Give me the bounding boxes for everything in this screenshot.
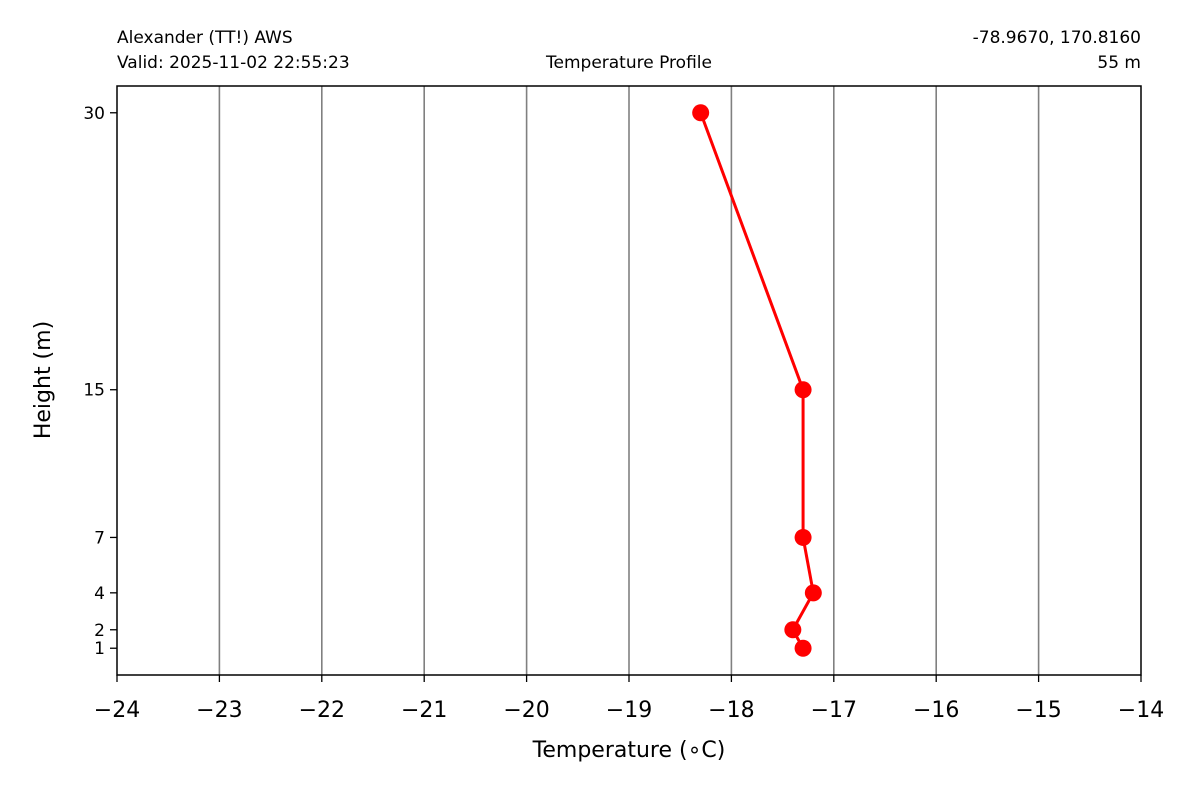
valid-time: Valid: 2025-11-02 22:55:23 [117, 53, 350, 73]
data-point [784, 621, 802, 639]
x-tick-label: −20 [503, 698, 549, 723]
y-tick-label: 1 [94, 639, 105, 659]
data-point [794, 528, 812, 546]
x-tick-label: −24 [94, 698, 140, 723]
y-axis-label: Height (m) [31, 321, 56, 439]
data-point [692, 104, 710, 122]
station-name: Alexander (TT!) AWS [117, 28, 293, 48]
x-tick-label: −15 [1015, 698, 1061, 723]
data-point [804, 584, 822, 602]
y-tick-label: 30 [83, 104, 105, 124]
x-tick-label: −16 [913, 698, 959, 723]
x-tick-label: −19 [606, 698, 652, 723]
x-tick-label: −17 [811, 698, 857, 723]
elevation: 55 m [1097, 53, 1141, 73]
y-tick-label: 15 [83, 381, 105, 401]
x-axis-label: Temperature (∘C) [532, 738, 726, 763]
series-line [699, 112, 815, 649]
data-point [794, 381, 812, 399]
y-tick-label: 4 [94, 584, 105, 604]
y-tick-label: 2 [94, 621, 105, 641]
y-tick-label: 7 [94, 528, 105, 548]
data-point [794, 639, 812, 657]
chart-title: Temperature Profile [545, 53, 712, 73]
coordinates: -78.9670, 170.8160 [973, 28, 1141, 48]
x-tick-label: −23 [196, 698, 242, 723]
x-tick-label: −14 [1118, 698, 1164, 723]
x-tick-label: −18 [708, 698, 754, 723]
x-tick-label: −21 [401, 698, 447, 723]
x-tick-label: −22 [299, 698, 345, 723]
